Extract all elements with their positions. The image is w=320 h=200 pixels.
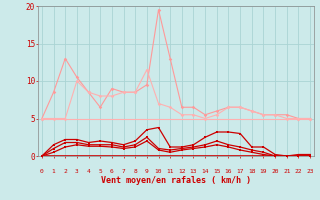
X-axis label: Vent moyen/en rafales ( km/h ): Vent moyen/en rafales ( km/h )	[101, 176, 251, 185]
